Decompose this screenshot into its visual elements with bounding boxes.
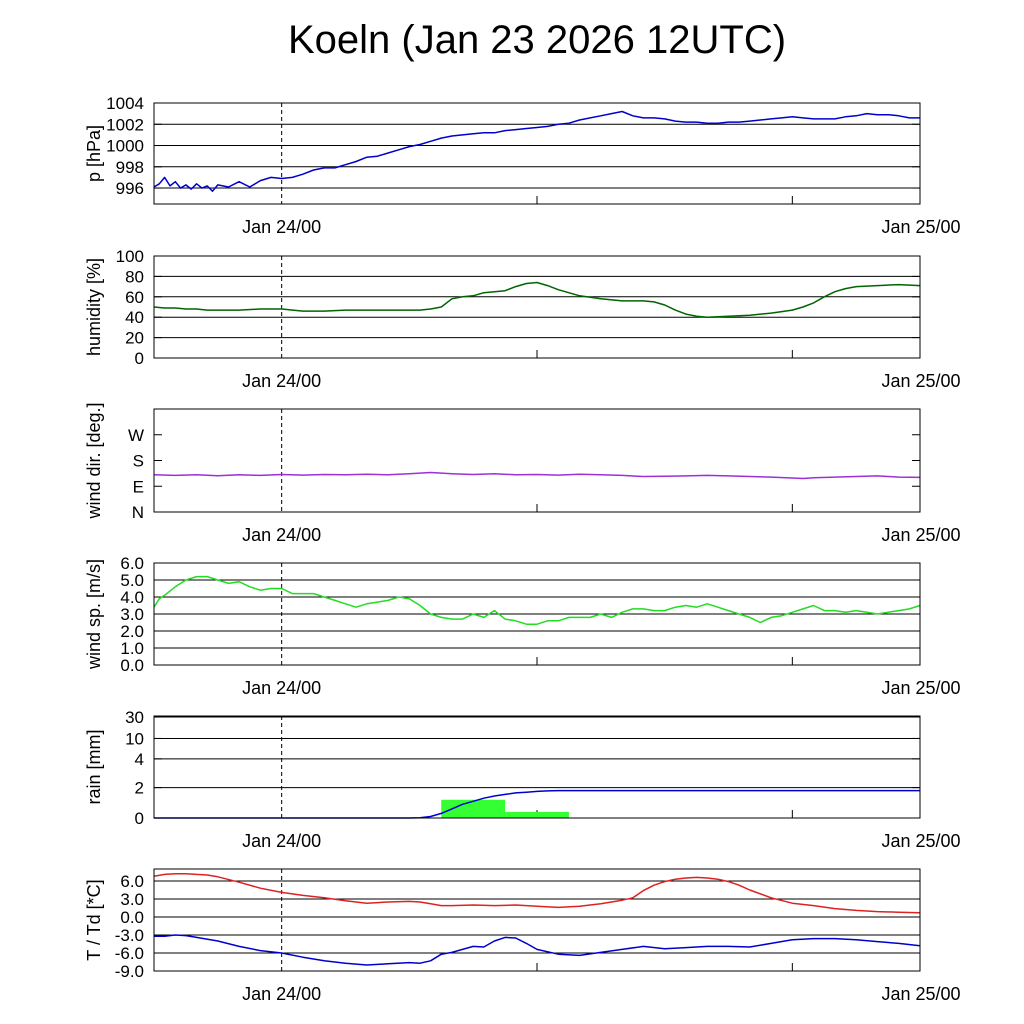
- y-tick-label: 1.0: [120, 639, 144, 658]
- rain-bar: [505, 811, 569, 818]
- y-tick-label: 60: [125, 288, 144, 307]
- plot-frame: [153, 408, 921, 513]
- y-axis-label: humidity [%]: [84, 258, 104, 356]
- y-tick-label: 10: [125, 729, 144, 748]
- panel-3: 0.01.02.03.04.05.06.0 wind sp. [m/s] Jan 2…: [84, 554, 961, 698]
- y-tick-label: N: [132, 503, 144, 522]
- x-tick-label: Jan 24/00: [242, 525, 321, 545]
- y-tick-label: 3.0: [120, 605, 144, 624]
- y-tick-label: -3.0: [115, 926, 144, 945]
- series-line-0: [153, 110, 920, 192]
- y-tick-label: 20: [125, 329, 144, 348]
- y-tick-label: 4: [135, 750, 144, 769]
- y-tick-label: 5.0: [120, 571, 144, 590]
- x-tick-label: Jan 24/00: [242, 371, 321, 391]
- panel-4: 0 2 4 10 30 rain [mm] Jan 24/00 Jan 25/00: [84, 708, 961, 851]
- y-tick-label: -9.0: [115, 962, 144, 981]
- series-line-0: [154, 789, 920, 819]
- panel-5: -9.0-6.0-3.00.03.06.0 T / Td [*C] Jan 24/0…: [84, 868, 961, 1004]
- y-tick-label: S: [133, 452, 144, 471]
- y-tick-label: 30: [125, 708, 144, 727]
- y-axis-label: wind dir. [deg.]: [84, 402, 104, 519]
- series-line-0: [153, 873, 921, 914]
- series-line-1: [154, 934, 921, 966]
- y-axis-label: rain [mm]: [84, 729, 104, 804]
- y-tick-label: W: [128, 426, 144, 445]
- y-tick-label: 0.0: [120, 908, 144, 927]
- y-tick-label: 0: [135, 349, 144, 368]
- plot-frame: [153, 562, 921, 666]
- x-tick-label: Jan 25/00: [881, 831, 960, 851]
- y-tick-label: E: [133, 477, 144, 496]
- x-tick-label: Jan 25/00: [881, 525, 960, 545]
- y-tick-label: 6.0: [120, 554, 144, 573]
- plot-frame: [153, 255, 921, 359]
- y-tick-label: 0: [135, 809, 144, 828]
- y-tick-label: 996: [116, 179, 144, 198]
- y-tick-label: 1002: [106, 115, 144, 134]
- y-tick-label: 2: [135, 779, 144, 798]
- plot-frame: [153, 102, 921, 205]
- y-tick-label: 80: [125, 267, 144, 286]
- x-tick-label: Jan 24/00: [242, 678, 321, 698]
- series-line-0: [153, 471, 921, 480]
- y-tick-label: 998: [116, 158, 144, 177]
- series-line-0: [153, 281, 921, 318]
- x-tick-label: Jan 24/00: [242, 984, 321, 1004]
- rain-bar: [441, 799, 506, 818]
- y-tick-label: 2.0: [120, 622, 144, 641]
- y-tick-label: -6.0: [115, 944, 144, 963]
- y-tick-label: 4.0: [120, 588, 144, 607]
- y-tick-label: 1004: [106, 94, 144, 113]
- y-tick-label: 0.0: [120, 656, 144, 675]
- y-tick-label: 40: [125, 308, 144, 327]
- plot-frame: [153, 715, 921, 819]
- y-tick-label: 1000: [106, 137, 144, 156]
- x-tick-label: Jan 25/00: [881, 371, 960, 391]
- x-tick-label: Jan 25/00: [881, 217, 960, 237]
- x-tick-label: Jan 24/00: [242, 217, 321, 237]
- plot-frame: [153, 868, 921, 972]
- y-tick-label: 6.0: [120, 872, 144, 891]
- page-title: Koeln (Jan 23 2026 12UTC): [287, 18, 787, 62]
- y-tick-label: 3.0: [120, 890, 144, 909]
- y-axis-label: T / Td [*C]: [84, 879, 104, 960]
- y-axis-label: p [hPa]: [84, 125, 104, 182]
- x-tick-label: Jan 25/00: [881, 678, 960, 698]
- y-tick-label: 100: [116, 247, 144, 266]
- x-tick-label: Jan 25/00: [881, 984, 960, 1004]
- y-axis-label: wind sp. [m/s]: [84, 559, 104, 670]
- x-tick-label: Jan 24/00: [242, 831, 321, 851]
- series-line-0: [153, 575, 921, 625]
